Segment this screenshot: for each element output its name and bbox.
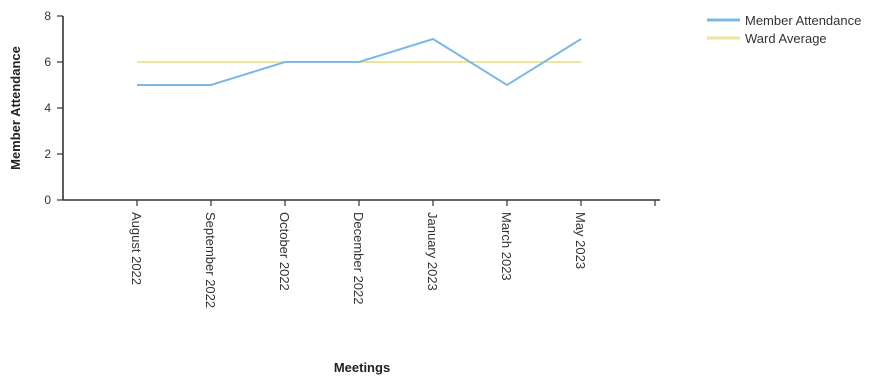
y-tick-label: 8: [44, 9, 51, 23]
legend-label: Member Attendance: [745, 13, 861, 28]
x-tick-label: December 2022: [351, 212, 366, 305]
x-tick-label: October 2022: [277, 212, 292, 291]
chart-axes: [62, 16, 660, 201]
x-tick-label: August 2022: [129, 212, 144, 285]
x-tick-label: March 2023: [499, 212, 514, 281]
y-tick-label: 4: [44, 101, 51, 115]
x-tick-label: September 2022: [203, 212, 218, 308]
y-axis-title: Member Attendance: [8, 46, 23, 170]
y-tick-label: 0: [44, 193, 51, 207]
x-axis-title: Meetings: [334, 360, 390, 375]
x-axis-ticks: August 2022 September 2022 October 2022 Dec…: [129, 200, 656, 308]
y-tick-label: 2: [44, 147, 51, 161]
legend-label: Ward Average: [745, 31, 827, 46]
chart-series: [137, 37, 582, 87]
x-tick-label: January 2023: [425, 212, 440, 291]
series-line-member-attendance: [137, 37, 582, 87]
x-tick-label: May 2023: [573, 212, 588, 269]
y-tick-label: 6: [44, 55, 51, 69]
chart-legend: Member Attendance Ward Average: [707, 13, 861, 46]
y-axis-ticks: 0 2 4 6 8: [44, 9, 63, 207]
